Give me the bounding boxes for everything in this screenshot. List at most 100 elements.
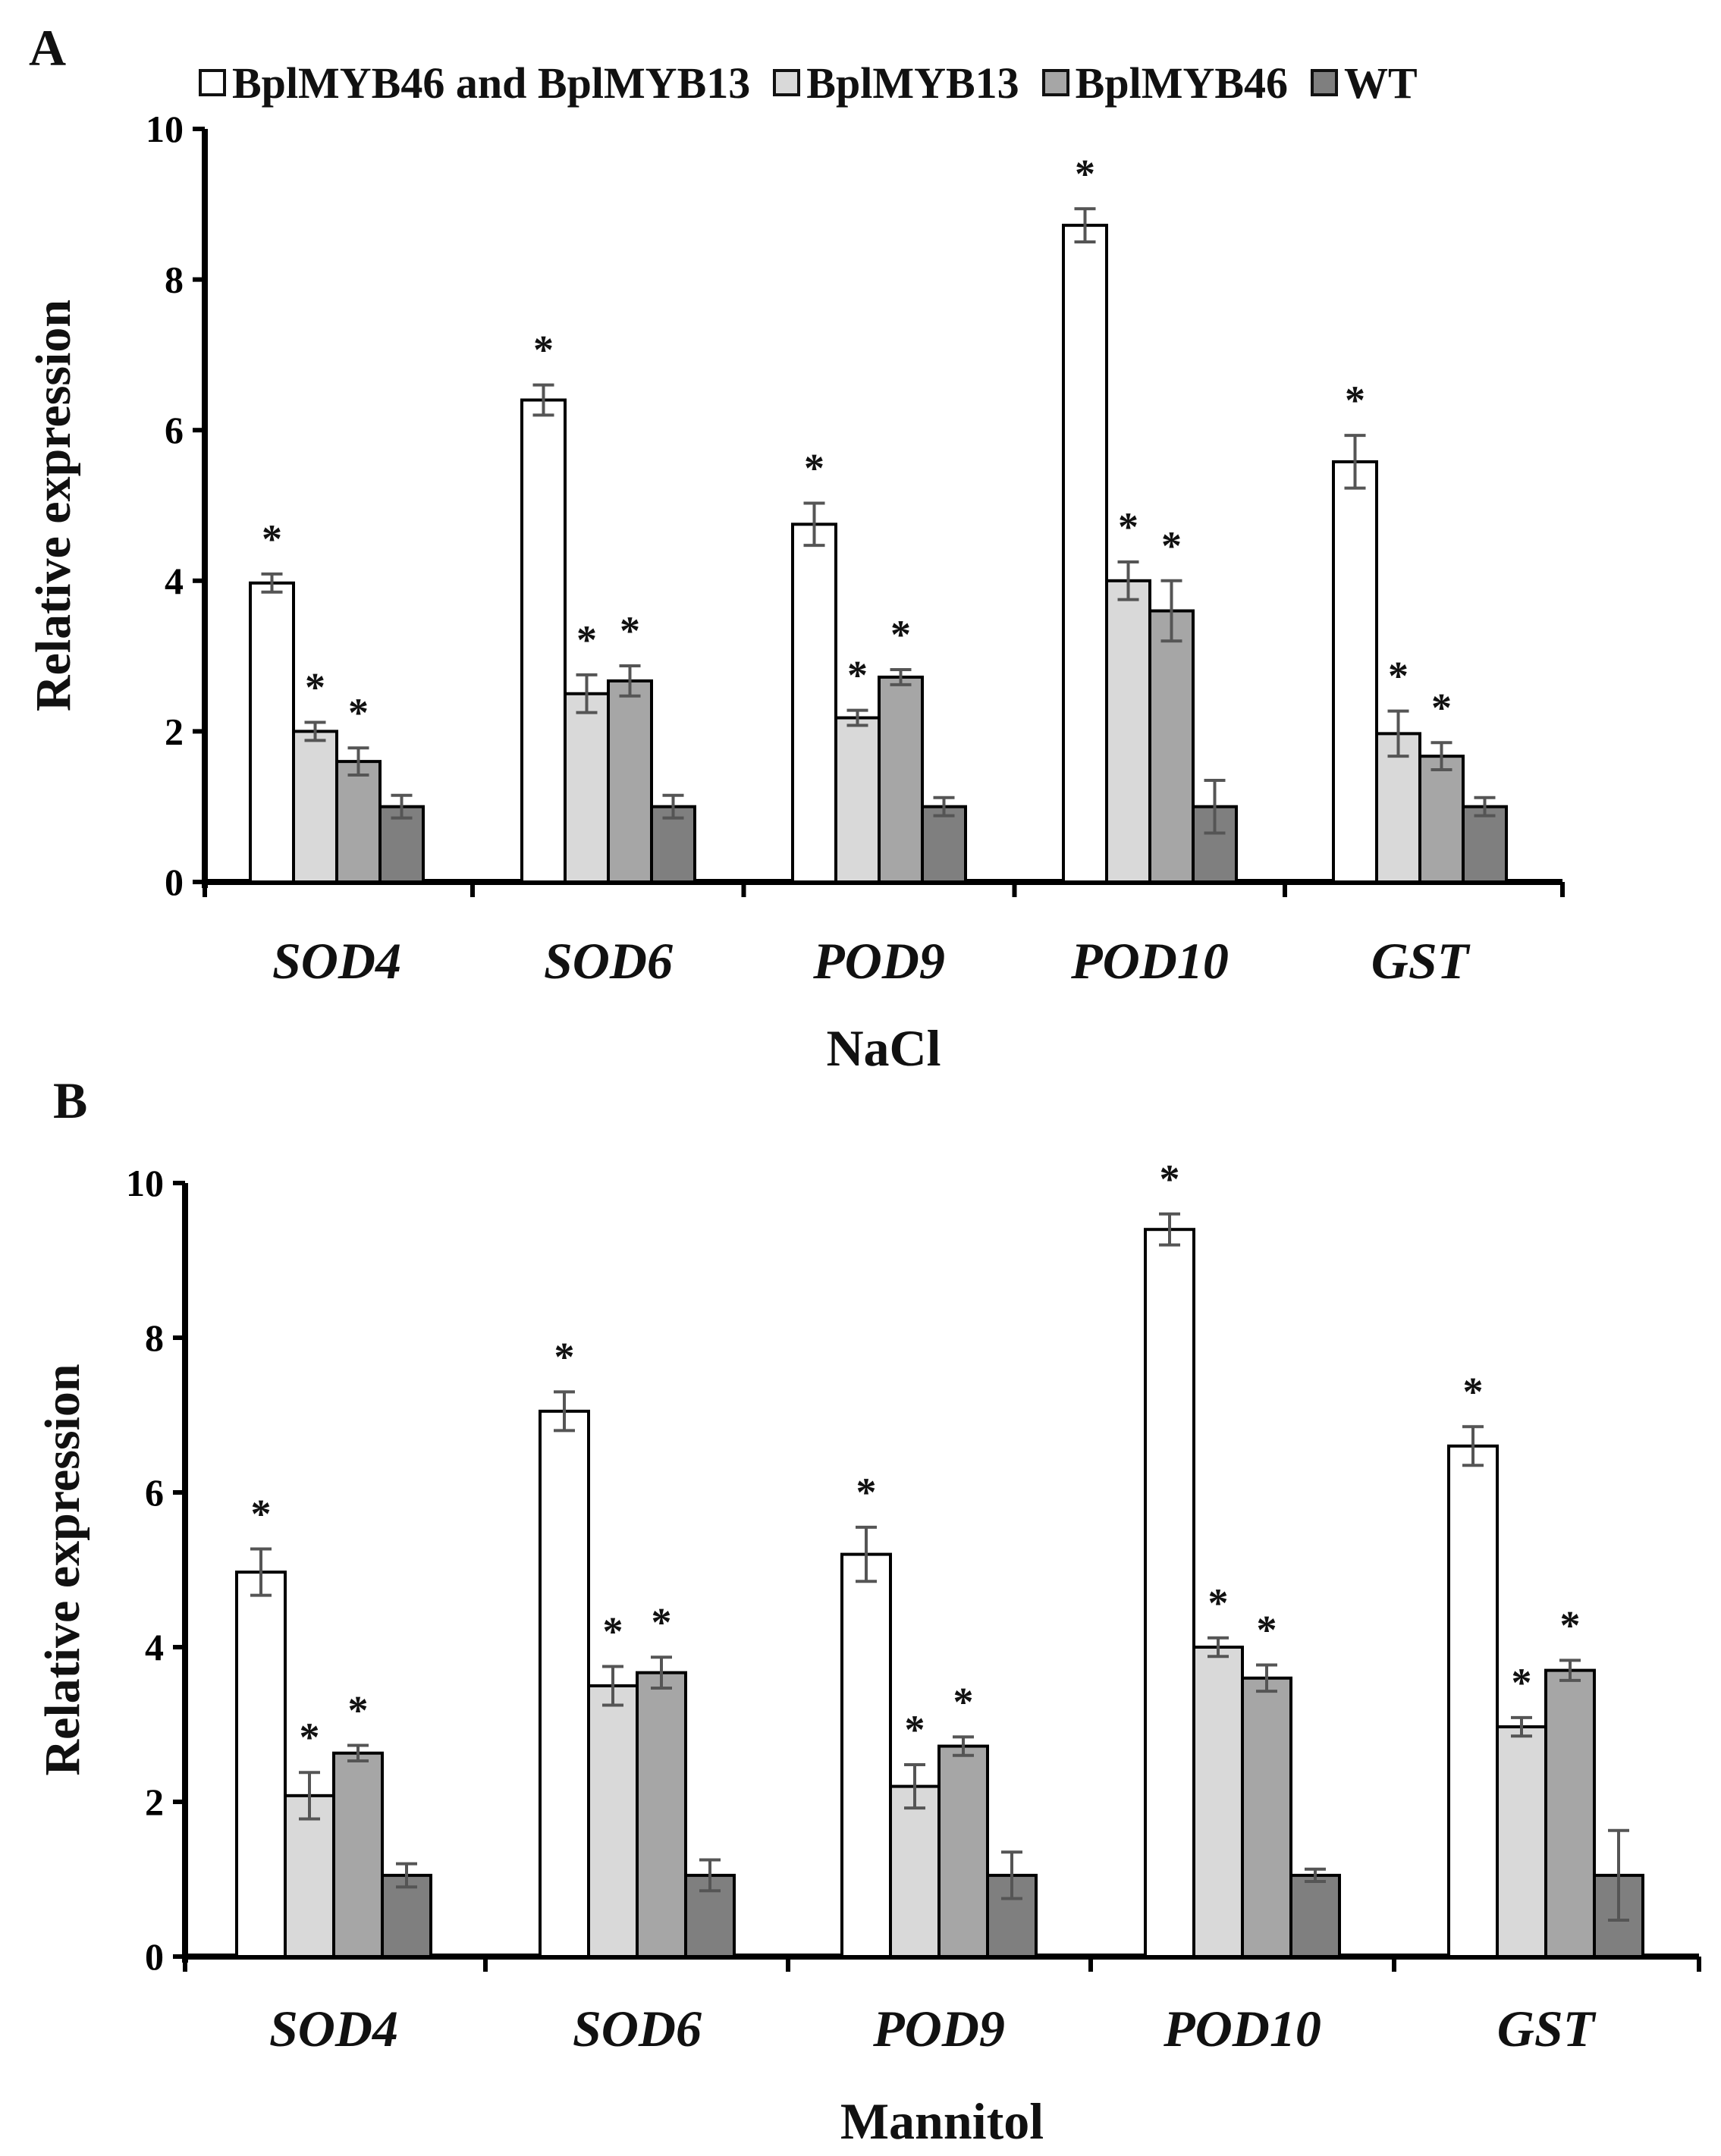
legend-item-myb46: BplMYB46 (1041, 58, 1289, 108)
panel-a-significance-star: * (1431, 685, 1452, 730)
legend-swatch-combined (199, 69, 226, 96)
panel-b-bar-gst-s1 (1496, 1725, 1547, 1959)
panel-b-significance-star: * (251, 1491, 272, 1536)
panel-a-bar-pod10-s0 (1062, 224, 1108, 883)
panel-a-significance-star: * (305, 664, 325, 710)
panel-a-x-axis-title: NaCl (826, 1019, 941, 1077)
panel-a-significance-star: * (533, 328, 554, 373)
panel-a-significance-star: * (262, 516, 282, 562)
panel-a-bar-gst-s1 (1375, 732, 1421, 884)
panel-b-significance-star: * (603, 1609, 623, 1655)
legend-swatch-myb13 (773, 69, 801, 96)
panel-a-y-tick-label: 4 (165, 560, 184, 602)
panel-a-bar-sod6-s1 (564, 692, 610, 883)
panel-a-chart: 0 2 4 6 8 10 * * * * * * * * * * * * * * * SOD4 SOD6 POD9 POD10 G… (26, 108, 1565, 1077)
panel-b-bar-sod6-s1 (587, 1684, 639, 1958)
panel-a-bar-sod6-s2 (607, 679, 653, 884)
panel-b-significance-star: * (1208, 1580, 1229, 1626)
legend-item-combined: BplMYB46 and BplMYB13 (199, 58, 750, 108)
panel-b-bar-gst-s0 (1447, 1444, 1499, 1959)
panel-a-x-tick-label: SOD4 (272, 932, 401, 990)
panel-a-bar-sod4-s0 (249, 581, 295, 883)
panel-a-significance-star: * (1075, 151, 1095, 196)
panel-b-bar-pod10-s0 (1144, 1228, 1195, 1958)
panel-a-y-tick-label: 6 (165, 409, 184, 451)
panel-a-bar-sod4-s3 (378, 805, 425, 883)
panel-b-chart: 0 2 4 6 8 10 * * * * * * * * * * * * * * * SOD4 SOD6 POD9 POD10 G… (35, 1156, 1701, 2150)
panel-a-significance-star: * (847, 653, 868, 698)
panel-b-x-tick-label: GST (1497, 2000, 1597, 2057)
panel-a-y-tick-label: 2 (165, 710, 184, 752)
legend-item-myb13: BplMYB13 (773, 58, 1019, 108)
panel-b-bar-pod10-s3 (1289, 1873, 1341, 1958)
panel-b-y-tick-label: 4 (145, 1626, 164, 1668)
panel-b-bar-pod9-s0 (840, 1552, 892, 1959)
panel-a-bar-sod4-s1 (292, 730, 338, 884)
panel-a-bar-gst-s3 (1462, 805, 1508, 883)
panel-b-y-tick-label: 6 (145, 1471, 164, 1514)
panel-b-bar-pod9-s2 (937, 1744, 989, 1959)
panel-a-bar-pod10-s1 (1105, 579, 1151, 883)
panel-b-y-tick-label: 2 (145, 1781, 164, 1823)
panel-a-x-tick-label: POD9 (812, 932, 945, 990)
panel-a-x-tick-label: GST (1371, 932, 1471, 990)
panel-b-significance-star: * (554, 1334, 575, 1379)
panel-a-significance-star: * (576, 617, 597, 663)
panel-a-letter: A (29, 19, 67, 77)
panel-a-y-tick-label: 8 (165, 259, 184, 301)
panel-a-significance-star: * (620, 608, 640, 654)
panel-b-bar-sod4-s1 (284, 1794, 335, 1959)
panel-a-bar-sod6-s0 (520, 398, 567, 883)
panel-b-x-tick-label: SOD6 (573, 2000, 702, 2057)
panel-b-y-axis-title: Relative expression (35, 1364, 90, 1775)
panel-b-x-axis-title: Mannitol (840, 2092, 1044, 2150)
panel-a-bar-gst-s0 (1332, 460, 1378, 883)
legend-label-combined: BplMYB46 and BplMYB13 (232, 58, 751, 108)
panel-a-x-tick-label: SOD6 (544, 932, 673, 990)
panel-a-bar-pod9-s1 (834, 716, 881, 883)
panel-a-significance-star: * (1118, 504, 1138, 550)
panel-b-significance-star: * (953, 1679, 974, 1724)
panel-b-y-tick-label: 0 (145, 1935, 164, 1978)
panel-b-bar-gst-s2 (1544, 1668, 1596, 1959)
panel-b-bar-sod4-s0 (235, 1571, 287, 1959)
panel-a-significance-star: * (348, 690, 369, 736)
panel-a-bar-pod9-s3 (921, 805, 967, 883)
panel-a-x-tick-label: POD10 (1070, 932, 1229, 990)
panel-b-bar-pod9-s1 (889, 1784, 941, 1959)
panel-b-significance-star: * (300, 1715, 320, 1760)
legend-label-myb46: BplMYB46 (1075, 58, 1289, 108)
panel-a-significance-star: * (1161, 523, 1182, 569)
panel-b-x-tick-label: POD9 (872, 2000, 1005, 2057)
legend-label-wt: WT (1344, 58, 1418, 108)
panel-b-x-tick-label: SOD4 (269, 2000, 398, 2057)
legend-item-wt: WT (1311, 58, 1418, 108)
panel-b-bar-pod10-s1 (1192, 1646, 1244, 1958)
panel-b-significance-star: * (652, 1599, 672, 1645)
panel-b-x-tick-label: POD10 (1163, 2000, 1321, 2057)
panel-b-significance-star: * (905, 1707, 925, 1753)
panel-a-y-axis-title: Relative expression (26, 300, 81, 711)
panel-a-significance-star: * (1388, 654, 1409, 699)
panel-b-letter: B (53, 1072, 88, 1129)
panel-a-significance-star: * (890, 612, 911, 657)
panel-a-significance-star: * (804, 446, 824, 491)
legend-swatch-myb46 (1041, 69, 1069, 96)
panel-b-bar-sod6-s2 (636, 1671, 687, 1958)
panel-a-bar-pod9-s0 (791, 523, 837, 883)
panel-b-bar-pod10-s2 (1241, 1676, 1292, 1959)
panel-b-significance-star: * (1560, 1602, 1581, 1648)
panel-b-significance-star: * (856, 1470, 877, 1515)
panel-a-significance-star: * (1345, 378, 1365, 423)
panel-b-significance-star: * (348, 1688, 369, 1734)
panel-a-y-tick-label: 0 (165, 861, 184, 903)
panel-b-bar-sod4-s2 (332, 1751, 384, 1958)
panel-b-bar-sod4-s3 (381, 1873, 432, 1958)
chart-legend: BplMYB46 and BplMYB13 BplMYB13 BplMYB46 … (199, 56, 1440, 109)
legend-label-myb13: BplMYB13 (806, 58, 1019, 108)
panel-b-y-tick-label: 10 (126, 1162, 164, 1204)
panel-b-significance-star: * (1463, 1369, 1484, 1414)
panel-a-bar-gst-s2 (1418, 755, 1465, 883)
panel-b-significance-star: * (1160, 1156, 1180, 1202)
